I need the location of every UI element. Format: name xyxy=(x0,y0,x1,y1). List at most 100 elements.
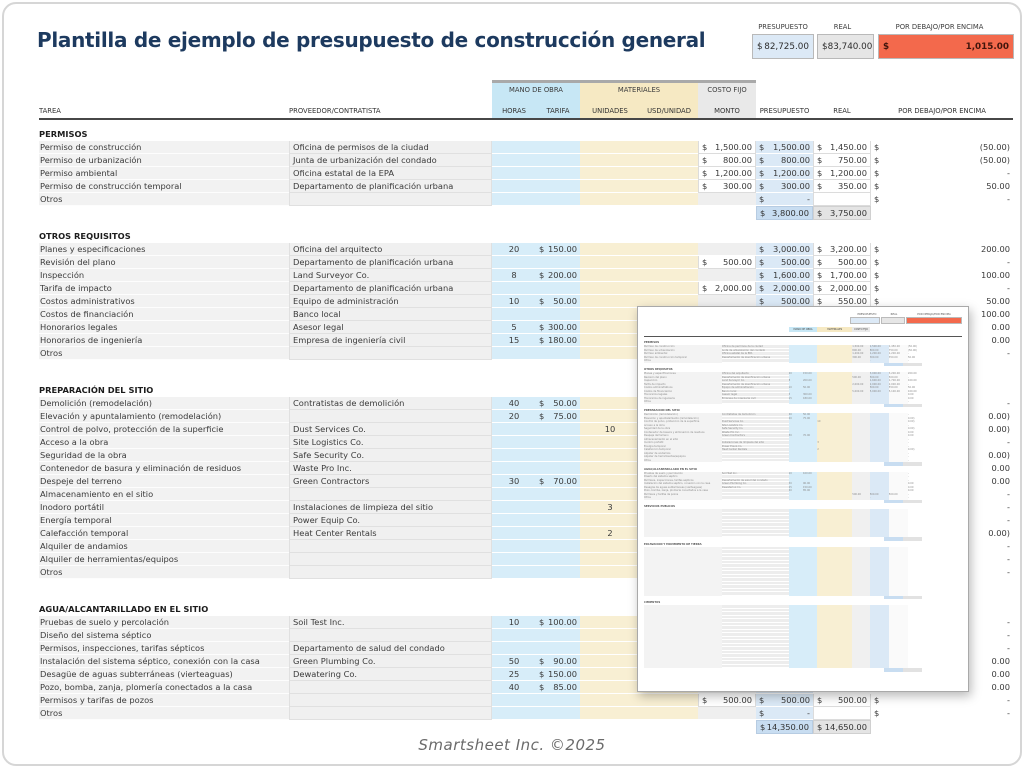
preview-row xyxy=(644,509,962,513)
currency-sign: $ xyxy=(759,296,765,306)
subtotal-real-cell: $3,750.00 xyxy=(813,206,871,220)
currency-sign: $ xyxy=(874,283,880,293)
preview-row xyxy=(644,564,962,568)
currency-sign: $ xyxy=(817,257,823,267)
cell-diff: $ - xyxy=(871,167,1013,180)
cell-value: - xyxy=(1007,398,1010,408)
cell-diff: - xyxy=(871,514,1013,527)
cell-hours xyxy=(492,488,536,501)
cell-value: - xyxy=(807,708,810,718)
preview-row xyxy=(644,533,962,537)
cell-real xyxy=(813,707,871,720)
cell-units xyxy=(580,308,640,321)
preview-section-header: PERMISOS xyxy=(644,341,660,344)
cell-units xyxy=(580,642,640,655)
cell-diff: 0.00 xyxy=(871,668,1013,681)
cell-diff: $100.00 xyxy=(871,269,1013,282)
preview-row xyxy=(644,523,962,527)
cell-task: Pozo, bomba, zanja, plomería conectados … xyxy=(39,681,289,694)
preview-row xyxy=(644,550,962,554)
cell-value: 150.00 xyxy=(547,669,577,679)
cell-diff: $200.00 xyxy=(871,243,1013,256)
section-header: AGUA/ALCANTARILLADO EN EL SITIO xyxy=(39,604,209,614)
cell-vendor xyxy=(289,193,492,206)
table-row: Alquiler de andamios - xyxy=(39,540,1013,553)
preview-row xyxy=(644,519,962,523)
currency-sign: $ xyxy=(817,296,823,306)
cell-unit-cost xyxy=(640,694,698,707)
currency-sign: $ xyxy=(759,142,765,152)
cell-hours xyxy=(492,629,536,642)
currency-sign: $ xyxy=(539,270,545,280)
cell-amount xyxy=(698,243,756,256)
cell-task: Alquiler de herramientas/equipos xyxy=(39,553,289,566)
cell-task: Costos administrativos xyxy=(39,295,289,308)
table-row: Otros $ - $ - xyxy=(39,707,1013,720)
cell-units xyxy=(580,449,640,462)
currency-sign: $ xyxy=(539,682,545,692)
cell-value: - xyxy=(1007,554,1010,564)
column-header-unidades: UNIDADES xyxy=(580,96,640,118)
currency-sign: $ xyxy=(539,617,545,627)
cell-value: 1,600.00 xyxy=(773,270,810,280)
cell-value: 180.00 xyxy=(547,335,577,345)
cell-rate xyxy=(536,423,580,436)
preview-row: Alquiler de andamios - xyxy=(644,451,909,455)
summary-budget-value: 82,725.00 xyxy=(764,41,809,52)
cell-units xyxy=(580,295,640,308)
cell-task: Energía temporal xyxy=(39,514,289,527)
cell-real: $750.00 xyxy=(813,154,871,167)
currency-sign: $ xyxy=(817,168,823,178)
preview-row xyxy=(644,650,962,654)
cell-hours: 30 xyxy=(492,475,536,488)
preview-row: Permiso de urbanización Junta de urbaniza… xyxy=(644,348,917,352)
cell-units: 2 xyxy=(580,527,640,540)
preview-row: Revisión del plano Departamento de planif… xyxy=(644,375,909,379)
cell-diff: $ - xyxy=(871,193,1013,206)
currency-sign: $ xyxy=(874,257,880,267)
cell-task: Demolición (remodelación) xyxy=(39,397,289,410)
preview-row xyxy=(644,588,962,592)
preview-row xyxy=(644,553,962,557)
cell-budget: $500.00 xyxy=(756,256,813,269)
cell-rate: $70.00 xyxy=(536,475,580,488)
cell-value: 50.00 xyxy=(986,181,1010,191)
cell-real: $3,200.00 xyxy=(813,243,871,256)
cell-real xyxy=(813,193,871,206)
summary-real-cell: $ 83,740.00 xyxy=(817,34,874,59)
currency-sign: $ xyxy=(759,244,765,254)
preview-row: Otros - - xyxy=(644,496,909,500)
cell-unit-cost xyxy=(640,154,698,167)
preview-row xyxy=(644,578,962,582)
table-row: Otros $ - $ - xyxy=(39,193,1013,206)
table-header: MANO DE OBRA MATERIALES COSTO FIJO TAREA… xyxy=(39,80,1013,120)
cell-task: Honorarios de ingeniería xyxy=(39,334,289,347)
cell-value: 14,350.00 xyxy=(766,722,809,732)
currency-sign: $ xyxy=(874,296,880,306)
cell-vendor: Green Contractors xyxy=(289,475,492,488)
preview-row: Pruebas de suelo y percolación Soil Test … xyxy=(644,471,909,475)
cell-diff: $ - xyxy=(871,694,1013,707)
preview-overlay[interactable]: PRESUPUESTO REAL POR DEBAJO/POR ENCIMA MANO… xyxy=(637,306,969,692)
cell-value: - xyxy=(1007,567,1010,577)
cell-hours xyxy=(492,707,536,720)
cell-real: $1,700.00 xyxy=(813,269,871,282)
currency-sign: $ xyxy=(874,708,880,718)
cell-hours xyxy=(492,540,536,553)
subtotal-budget-cell: $14,350.00 xyxy=(756,720,813,734)
cell-task: Calefacción temporal xyxy=(39,527,289,540)
cell-value: 1,450.00 xyxy=(830,142,867,152)
table-row: Permiso de construcción temporal Departam… xyxy=(39,180,1013,193)
summary-labels: PRESUPUESTO REAL POR DEBAJO/POR ENCIMA xyxy=(752,20,1014,34)
currency-sign: $ xyxy=(759,257,765,267)
preview-row xyxy=(644,512,962,516)
cell-value: 75.00 xyxy=(553,411,577,421)
summary-budget-label: PRESUPUESTO xyxy=(758,23,808,31)
cell-vendor: Heat Center Rentals xyxy=(289,527,492,540)
cell-units xyxy=(580,321,640,334)
currency-sign: $ xyxy=(817,155,823,165)
cell-vendor: Contratistas de demolición xyxy=(289,397,492,410)
table-row: Planes y especificaciones Oficina del arq… xyxy=(39,243,1013,256)
cell-hours xyxy=(492,527,536,540)
currency-sign: $ xyxy=(817,283,823,293)
